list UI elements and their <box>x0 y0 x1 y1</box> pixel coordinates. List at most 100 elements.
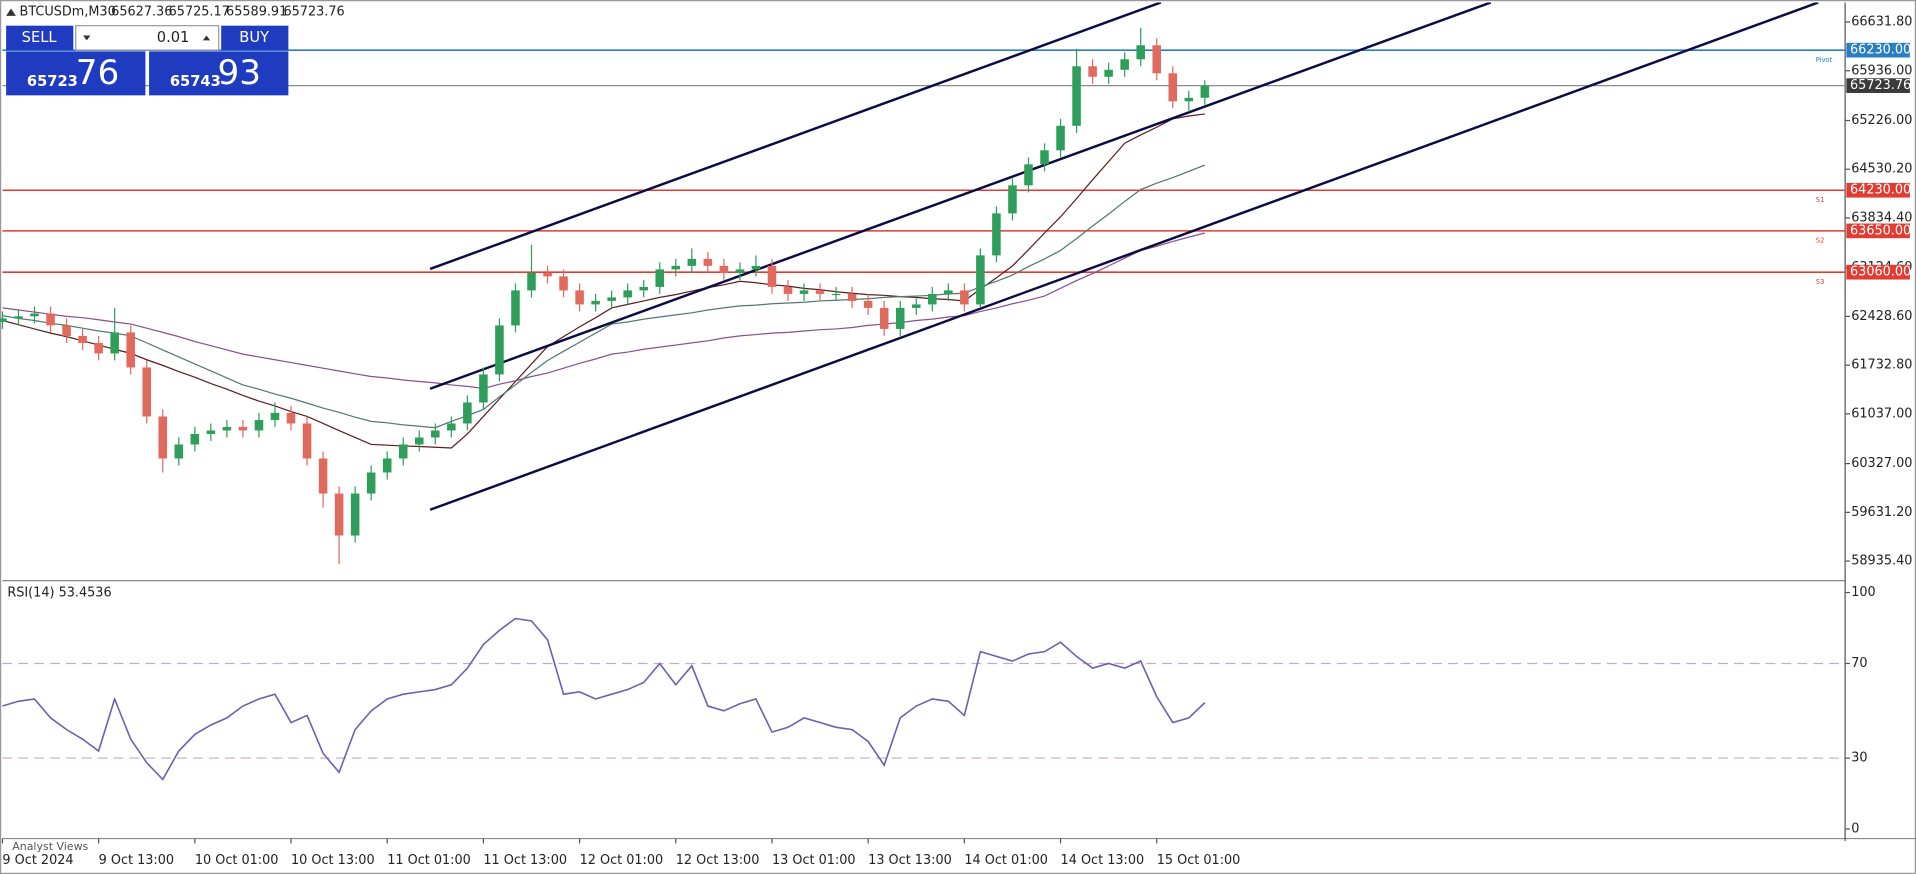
candle-body <box>992 213 1001 256</box>
bid-main: 65723 <box>27 73 78 90</box>
x-tick-label: 15 Oct 01:00 <box>1157 853 1241 868</box>
candle-body <box>94 342 103 354</box>
candle-body <box>1168 73 1178 102</box>
ask-box[interactable] <box>149 51 289 96</box>
candle-body <box>511 290 520 326</box>
x-tick-label: 9 Oct 13:00 <box>99 853 174 868</box>
candle-body <box>575 290 584 305</box>
candle-body <box>254 419 264 431</box>
candle-body <box>30 313 39 317</box>
candle-body <box>976 255 985 305</box>
current-price-label: 65723.76 <box>1850 78 1911 93</box>
y-tick-label: 61732.80 <box>1851 358 1912 373</box>
lot-input[interactable] <box>75 25 220 51</box>
candle-body <box>639 286 648 291</box>
candle-body <box>671 265 681 270</box>
candle-body <box>222 426 232 431</box>
candle-body <box>687 258 697 266</box>
candle-body <box>1040 150 1049 165</box>
candle-body <box>799 290 809 294</box>
moving-average <box>2 232 1205 390</box>
rsi-line <box>2 617 1206 781</box>
candle-body <box>911 304 921 308</box>
candle-body <box>543 272 552 277</box>
candle-body <box>1104 69 1113 77</box>
candle-body <box>1088 66 1097 77</box>
sell-button[interactable] <box>6 25 74 51</box>
x-tick-label: 13 Oct 01:00 <box>772 853 856 868</box>
candle-body <box>944 290 953 294</box>
level-label-box <box>1846 264 1910 280</box>
candle-body <box>398 444 408 459</box>
candle-body <box>1024 164 1033 186</box>
candle-body <box>286 412 296 424</box>
bid-big: 76 <box>76 53 120 93</box>
candle-body <box>414 437 424 445</box>
candle-body <box>623 290 632 298</box>
candle-body <box>1184 97 1194 102</box>
y-tick-label: 70 <box>1851 656 1867 671</box>
candle-body <box>719 265 729 273</box>
candle-body <box>767 265 777 287</box>
lot-up[interactable] <box>202 35 211 41</box>
analyst-views-tab[interactable]: Analyst Views <box>12 840 88 853</box>
y-tick-label: 65226.00 <box>1851 113 1912 128</box>
ohlc-open: 65627.36 <box>111 5 172 20</box>
bid-box[interactable] <box>6 51 146 96</box>
y-tick-label: 30 <box>1851 751 1867 766</box>
trade-panel: SELL 0.01 BUY 65723 76 65743 93 <box>6 25 289 96</box>
x-tick-label: 10 Oct 13:00 <box>291 853 375 868</box>
candle-body <box>928 293 937 305</box>
candle-body <box>783 286 793 294</box>
candle-body <box>110 332 119 354</box>
collapse-icon[interactable] <box>6 8 16 16</box>
candle-body <box>78 335 87 343</box>
candle-body <box>655 269 665 287</box>
lot-down[interactable] <box>83 35 91 41</box>
candle-body <box>302 423 312 459</box>
candle-body <box>960 290 969 305</box>
y-tick-label: 63834.40 <box>1851 210 1912 225</box>
candle-body <box>1152 45 1162 74</box>
candle-body <box>751 265 761 270</box>
candle-body <box>14 316 23 319</box>
candle-body <box>382 458 392 473</box>
candle-body <box>238 426 248 431</box>
candle-body <box>527 272 536 291</box>
ask-big: 93 <box>218 53 262 93</box>
y-tick-label: 64530.20 <box>1851 162 1912 177</box>
level-label: 63060.00 <box>1850 265 1911 280</box>
level-name: S1 <box>1816 196 1825 204</box>
symbol: BTCUSDm,M30 <box>20 5 116 20</box>
candle-body <box>206 430 216 434</box>
x-tick-label: 13 Oct 13:00 <box>868 853 952 868</box>
level-name: Pivot <box>1816 56 1833 64</box>
candle-body <box>735 269 745 273</box>
channel-line <box>429 2 1492 390</box>
buy-button[interactable] <box>221 25 289 51</box>
x-tick-label: 12 Oct 13:00 <box>676 853 760 868</box>
channel-line <box>429 2 1162 271</box>
y-tick-label: 0 <box>1851 822 1859 837</box>
candle-body <box>1136 45 1145 60</box>
level-label-box <box>1846 42 1910 58</box>
level-label: 64230.00 <box>1850 183 1911 198</box>
candle-body <box>1200 85 1210 98</box>
moving-average <box>2 164 1206 429</box>
candle-body <box>847 293 857 301</box>
x-tick-label: 10 Oct 01:00 <box>195 853 279 868</box>
candle-body <box>591 300 600 305</box>
candle-body <box>0 318 7 322</box>
candle-body <box>863 300 873 308</box>
candle-body <box>895 307 905 329</box>
candle-body <box>190 433 200 445</box>
y-tick-label: 62428.60 <box>1851 309 1912 324</box>
candle-body <box>126 332 135 368</box>
y-tick-label: 60327.00 <box>1851 456 1912 471</box>
candle-body <box>879 307 889 329</box>
channel-lines <box>429 2 1819 511</box>
candle-body <box>174 444 184 459</box>
ohlc-low: 65589.91 <box>226 5 287 20</box>
channel-line <box>429 2 1819 511</box>
